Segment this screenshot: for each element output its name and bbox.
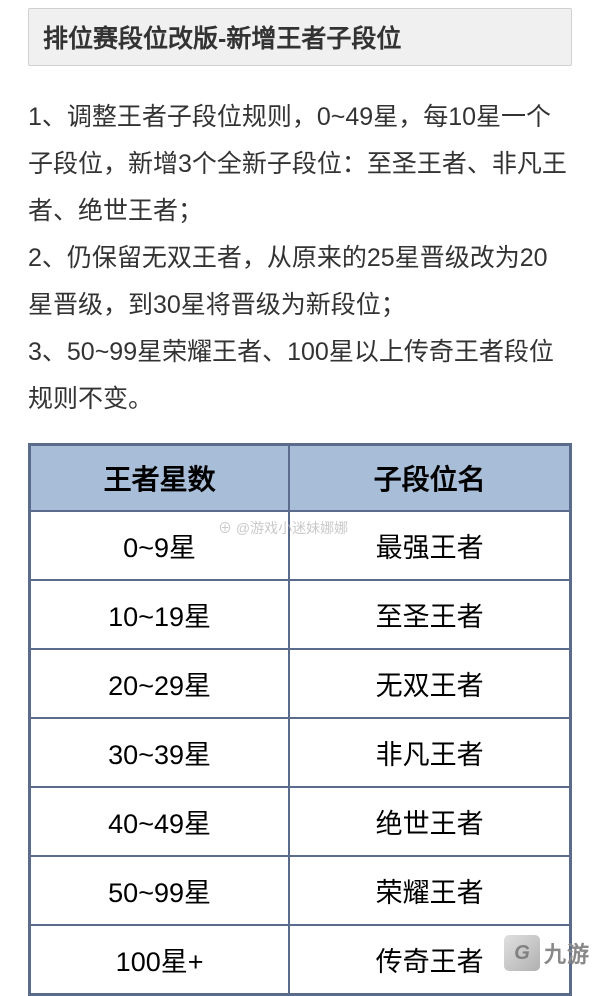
cell-rank: 非凡王者 — [289, 718, 570, 787]
cell-stars: 40~49星 — [30, 787, 290, 856]
description-line-3: 3、50~99星荣耀王者、100星以上传奇王者段位规则不变。 — [28, 329, 572, 423]
cell-rank: 至圣王者 — [289, 580, 570, 649]
rank-table: 王者星数 子段位名 0~9星 最强王者 10~19星 至圣王者 20~29星 无… — [28, 443, 572, 996]
title-bar: 排位赛段位改版-新增王者子段位 — [28, 8, 572, 66]
cell-rank: 无双王者 — [289, 649, 570, 718]
page-title: 排位赛段位改版-新增王者子段位 — [43, 19, 557, 55]
table-row: 30~39星 非凡王者 — [30, 718, 571, 787]
table-row: 0~9星 最强王者 — [30, 511, 571, 580]
site-logo: G 九游 — [504, 935, 590, 971]
cell-stars: 30~39星 — [30, 718, 290, 787]
description-line-1: 1、调整王者子段位规则，0~49星，每10星一个子段位，新增3个全新子段位：至圣… — [28, 94, 572, 235]
cell-rank: 荣耀王者 — [289, 856, 570, 925]
cell-stars: 100星+ — [30, 925, 290, 995]
column-header-rank: 子段位名 — [289, 445, 570, 512]
table-row: 50~99星 荣耀王者 — [30, 856, 571, 925]
cell-rank: 绝世王者 — [289, 787, 570, 856]
cell-stars: 50~99星 — [30, 856, 290, 925]
logo-icon: G — [504, 935, 540, 971]
table-row: 100星+ 传奇王者 — [30, 925, 571, 995]
table-header-row: 王者星数 子段位名 — [30, 445, 571, 512]
table-row: 40~49星 绝世王者 — [30, 787, 571, 856]
cell-stars: 10~19星 — [30, 580, 290, 649]
description-block: 1、调整王者子段位规则，0~49星，每10星一个子段位，新增3个全新子段位：至圣… — [0, 66, 600, 443]
header-container: 排位赛段位改版-新增王者子段位 — [0, 8, 600, 66]
cell-rank: 最强王者 — [289, 511, 570, 580]
cell-stars: 20~29星 — [30, 649, 290, 718]
table-row: 20~29星 无双王者 — [30, 649, 571, 718]
description-line-2: 2、仍保留无双王者，从原来的25星晋级改为20星晋级，到30星将晋级为新段位； — [28, 235, 572, 329]
rank-table-container: 王者星数 子段位名 0~9星 最强王者 10~19星 至圣王者 20~29星 无… — [0, 443, 600, 996]
cell-stars: 0~9星 — [30, 511, 290, 580]
column-header-stars: 王者星数 — [30, 445, 290, 512]
logo-text: 九游 — [544, 937, 590, 969]
table-row: 10~19星 至圣王者 — [30, 580, 571, 649]
